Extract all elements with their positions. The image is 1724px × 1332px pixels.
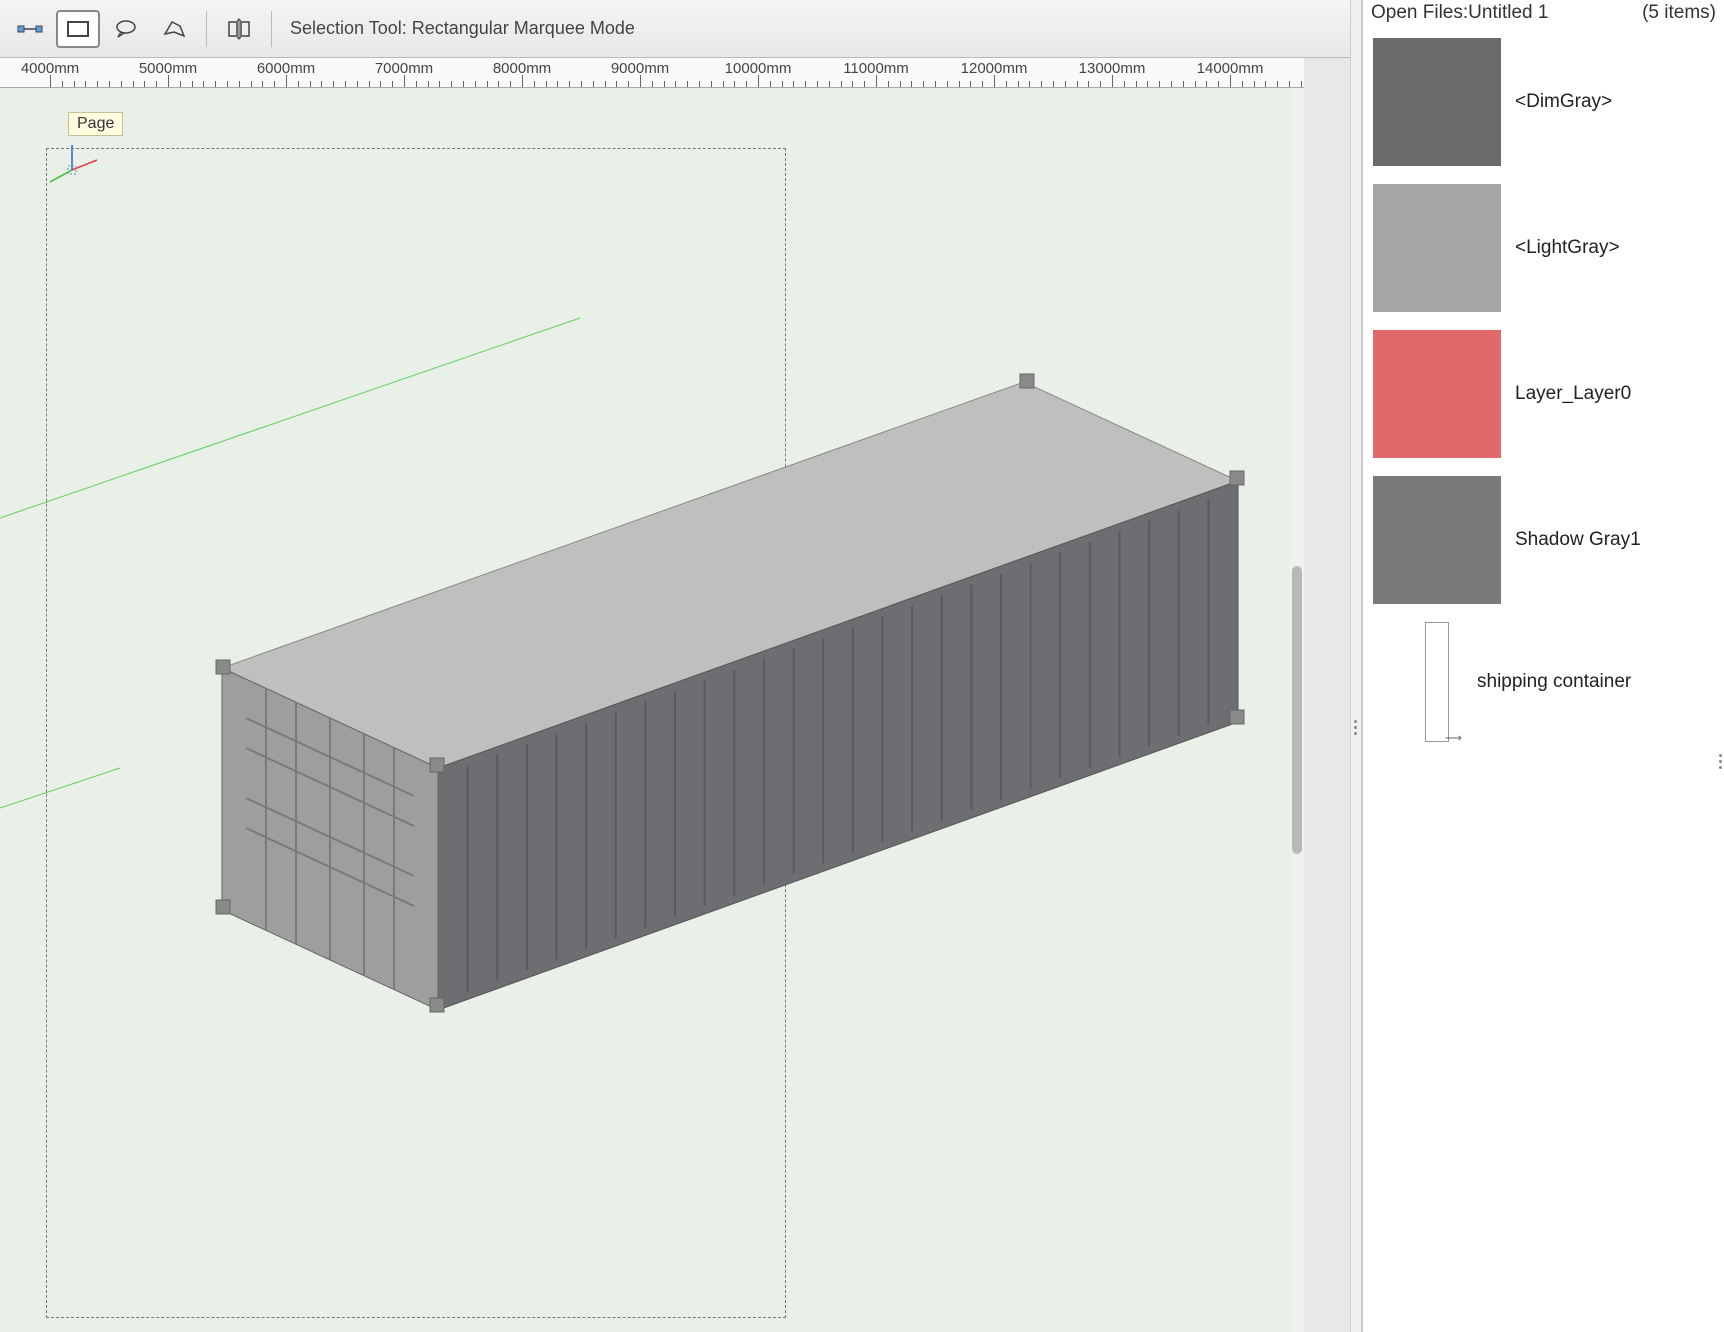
swatches-panel: Open Files:Untitled 1 (5 items) <DimGray… bbox=[1362, 0, 1724, 1332]
swatch-label: Layer_Layer0 bbox=[1515, 383, 1631, 405]
swatch-label: Shadow Gray1 bbox=[1515, 529, 1641, 551]
swatch-row[interactable]: Layer_Layer0 bbox=[1373, 330, 1714, 458]
selection-marquee bbox=[46, 148, 786, 1318]
panel-divider[interactable] bbox=[1350, 0, 1362, 1332]
distribute-button[interactable] bbox=[217, 10, 261, 48]
swatch-row[interactable]: <DimGray> bbox=[1373, 38, 1714, 166]
swatch-label: <DimGray> bbox=[1515, 91, 1612, 113]
swatch-row[interactable]: ⟶ shipping container bbox=[1373, 622, 1714, 742]
model-thumbnail[interactable]: ⟶ bbox=[1425, 622, 1449, 742]
lasso-speech-button[interactable] bbox=[104, 10, 148, 48]
lasso-free-button[interactable] bbox=[152, 10, 196, 48]
panel-title: Open Files:Untitled 1 bbox=[1371, 2, 1548, 24]
panel-item-count: (5 items) bbox=[1642, 2, 1716, 24]
vertical-scrollbar[interactable] bbox=[1290, 88, 1304, 1332]
panel-resize-handle[interactable] bbox=[1719, 754, 1722, 769]
canvas-viewport[interactable]: Page bbox=[0, 88, 1304, 1332]
color-swatch[interactable] bbox=[1373, 476, 1501, 604]
swatch-row[interactable]: <LightGray> bbox=[1373, 184, 1714, 312]
node-tool-button[interactable] bbox=[8, 10, 52, 48]
swatch-row[interactable]: Shadow Gray1 bbox=[1373, 476, 1714, 604]
page-label: Page bbox=[68, 112, 123, 136]
swatch-list: <DimGray> <LightGray> Layer_Layer0 Shadow G… bbox=[1363, 30, 1724, 768]
horizontal-ruler[interactable]: 4000mm5000mm6000mm7000mm8000mm9000mm1000… bbox=[0, 58, 1304, 88]
color-swatch[interactable] bbox=[1373, 38, 1501, 166]
rectangle-marquee-button[interactable] bbox=[56, 10, 100, 48]
swatch-label: <LightGray> bbox=[1515, 237, 1620, 259]
color-swatch[interactable] bbox=[1373, 330, 1501, 458]
scrollbar-thumb[interactable] bbox=[1292, 566, 1302, 854]
selection-tool-label: Selection Tool: Rectangular Marquee Mode bbox=[290, 18, 635, 39]
panel-header: Open Files:Untitled 1 (5 items) bbox=[1363, 0, 1724, 30]
color-swatch[interactable] bbox=[1373, 184, 1501, 312]
separator bbox=[271, 11, 272, 47]
shipping-container-model[interactable] bbox=[10, 278, 1260, 1278]
separator bbox=[206, 11, 207, 47]
swatch-label: shipping container bbox=[1477, 671, 1631, 693]
origin-marker bbox=[42, 140, 102, 200]
